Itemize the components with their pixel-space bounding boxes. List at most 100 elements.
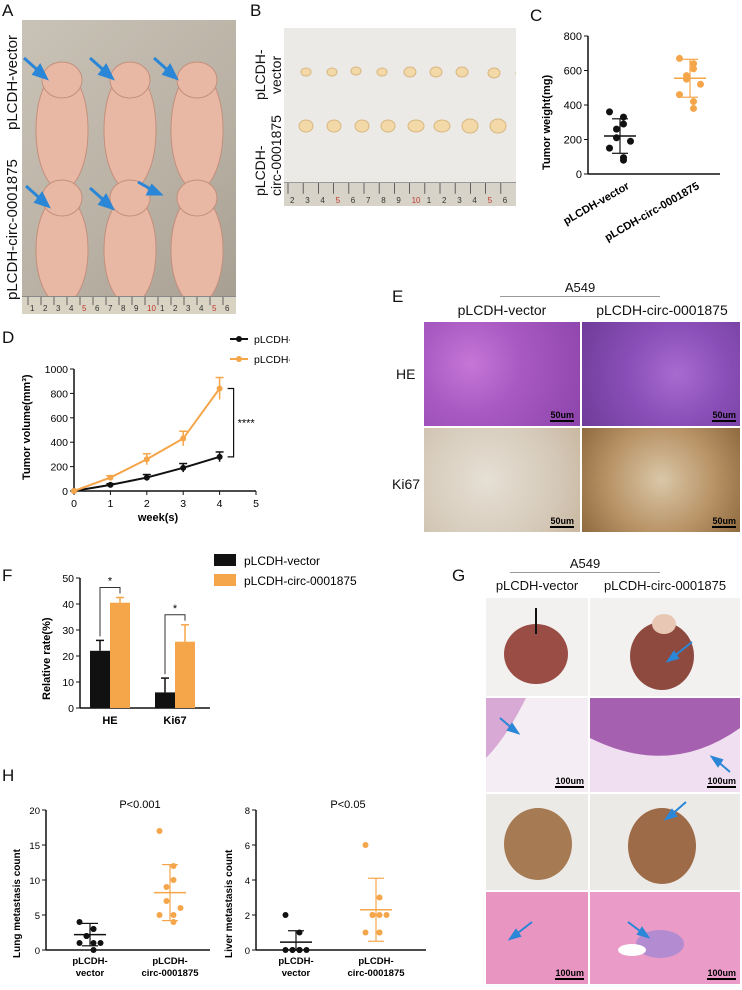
data-point [690,65,697,73]
panel-b-ruler: 2 3 4 5 6 7 8 9 10 1 2 3 4 5 6 [284,182,516,206]
chart-f: pLCDH-vector pLCDH-circ-0001875 Relative … [41,554,357,727]
ruler-label: 4 [199,304,204,313]
data-point [383,912,390,918]
bar [155,692,175,708]
panel-a-group1-label: pLCDH-vector [4,34,21,130]
y-tick-label: 6 [245,841,250,852]
x-category-label: vector [76,968,105,979]
data-point [177,905,184,911]
data-point [362,842,369,848]
ruler-label: 2 [43,304,48,313]
x-category-label: pLCDH- [72,956,107,967]
legend-marker [236,356,242,362]
x-category-label: pLCDH- [278,956,313,967]
legend-label: pLCDH-vector [254,334,290,346]
panel-label-e: E [392,287,404,306]
significance-bracket [227,387,235,458]
he-vector-micrograph: 50um [424,322,580,426]
panel-b-group2-label: pLCDH- circ-0001875 [252,115,284,196]
scale-bar-50um: 50um [550,516,574,528]
legend-label: pLCDH-circ-0001875 [244,574,357,588]
data-point [180,464,187,471]
ruler-label: 2 [442,196,447,205]
data-point [90,940,97,946]
scale-bar-50um: 50um [550,410,574,422]
data-point [97,940,104,946]
panel-e-col2: pLCDH-circ-0001875 [596,302,728,318]
ruler-label: 3 [457,196,462,205]
x-category-label: circ-0001875 [141,968,199,979]
scale-bar-100um: 100um [707,776,736,788]
panel-g-col2: pLCDH-circ-0001875 [603,578,727,593]
x-tick-label: 4 [217,498,223,510]
x-category-label: pLCDH-vector [561,180,632,228]
bar [110,602,130,708]
panel-label-d: D [2,328,15,347]
liver-he-vector-micrograph: 100um [486,892,588,984]
data-point [76,940,83,946]
y-tick-label: 0 [576,169,582,181]
ruler-label: 6 [503,196,508,205]
data-point [170,877,177,883]
ruler-label: 9 [134,304,139,313]
data-point [90,947,97,953]
data-point [163,898,170,904]
lung-circ-photo [590,598,740,696]
data-point [71,488,77,494]
panel-label-g: G [452,566,466,585]
ruler-label: 1 [160,304,165,313]
data-point [620,113,627,121]
data-point [107,474,114,481]
panel-g-cell-line: A549 [569,556,601,571]
data-point [613,125,620,133]
data-point [180,435,187,442]
data-point [620,156,627,164]
scale-bar-50um: 50um [712,516,736,528]
liver-circ-photo [590,794,740,890]
data-point [683,75,690,83]
y-tick-label: 10 [29,876,40,887]
panel-label-c: C [530,6,543,25]
data-point [606,108,613,116]
data-point [690,98,697,106]
ruler-label: 8 [121,304,126,313]
panel-label-b: B [250,1,262,20]
legend-swatch [214,554,236,566]
chart-h-lung-ylabel: Lung metastasis count [12,848,23,958]
legend-swatch [214,574,236,586]
ruler-label: 10 [412,196,421,205]
y-tick-label: 800 [564,31,582,43]
y-tick-label: 50 [62,573,74,585]
ruler-label: 3 [186,304,191,313]
legend-label: pLCDH-circ-0001875 [254,354,290,366]
x-category-label: circ-0001875 [347,968,405,979]
y-tick-label: 20 [62,651,74,663]
significance-label: * [173,603,178,615]
legend-label: pLCDH-vector [244,554,320,568]
data-point [376,929,383,936]
y-tick-label: 0 [62,486,68,498]
y-tick-label: 600 [564,66,582,78]
y-tick-label: 4 [245,876,250,887]
data-point [376,912,383,918]
chart-h-liver-ylabel: Liver metastasis count [224,849,235,958]
ruler-label: 2 [290,196,295,205]
y-tick-label: 15 [29,841,40,852]
y-tick-label: 0 [68,703,74,715]
liver-vector-photo [486,794,588,890]
chart-h-liver: Liver metastasis count P<0.05 0 2 4 6 8 pLCDH… [224,799,426,979]
y-tick-label: 200 [564,135,582,147]
data-point [620,120,627,128]
chart-h-lung: Lung metastasis count P<0.001 0 5 10 15 20 pL… [12,799,210,979]
panel-b-group1-line2: vector [268,55,284,94]
ruler-label: 6 [351,196,356,205]
significance-bracket [164,614,186,675]
chart-c-ylabel: Tumor weight(mg) [541,75,553,170]
x-category-label: pLCDH- [152,956,187,967]
data-point [156,912,163,918]
panel-g-divider [510,572,660,573]
ruler-label: 10 [147,304,156,313]
data-point [156,828,163,834]
data-point [282,912,289,918]
chart-h-lung-pvalue: P<0.001 [119,799,160,811]
